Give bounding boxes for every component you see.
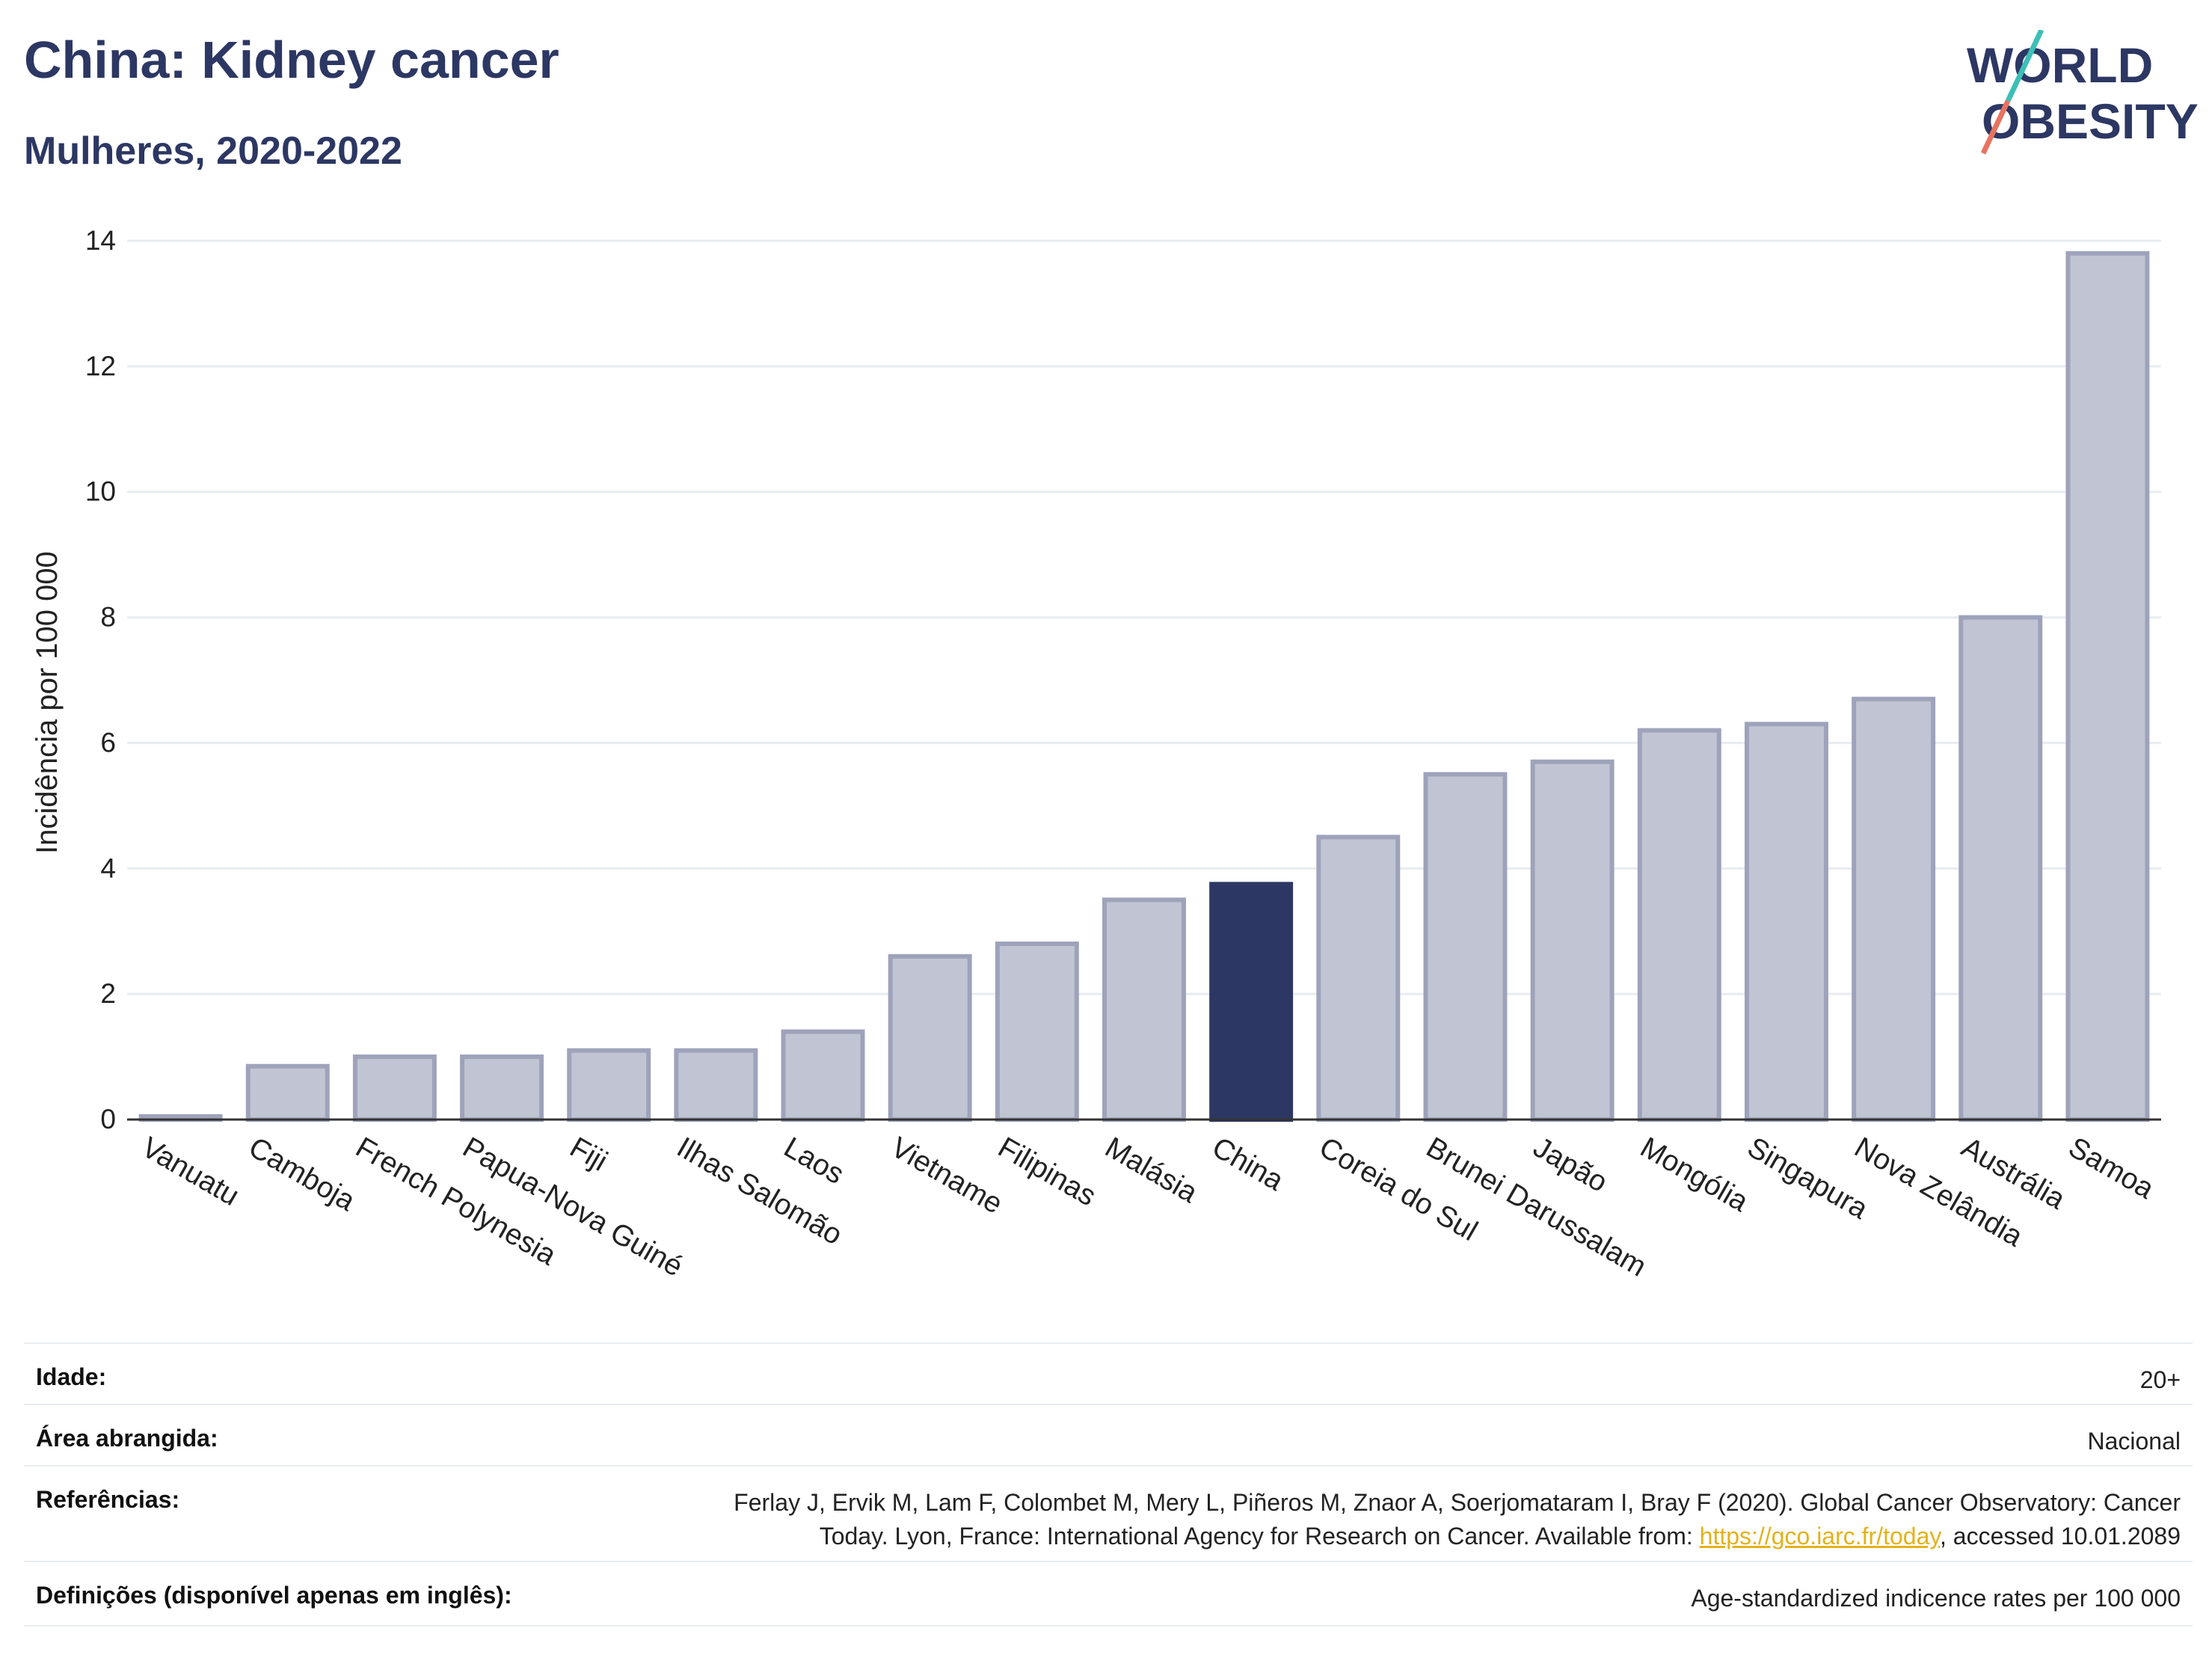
x-tick-label: Vietname bbox=[885, 1132, 1008, 1220]
refs-link[interactable]: https://gco.iarc.fr/today bbox=[1699, 1523, 1940, 1550]
bar bbox=[1423, 772, 1508, 1123]
bar bbox=[888, 954, 972, 1122]
meta-defs-value: Age-standardized indicence rates per 100… bbox=[1691, 1585, 2181, 1612]
y-tick-label: 14 bbox=[85, 225, 116, 256]
y-tick-label: 4 bbox=[100, 853, 116, 883]
bar bbox=[2065, 251, 2150, 1122]
x-tick-label: Camboja bbox=[243, 1132, 360, 1218]
x-tick-label: Vanuatu bbox=[136, 1132, 245, 1212]
bar bbox=[352, 1054, 437, 1122]
logo-line1: WORLD bbox=[1967, 37, 2153, 93]
x-tick-label: Mongólia bbox=[1635, 1132, 1754, 1219]
y-axis-title: Incidência por 100 000 bbox=[31, 551, 64, 854]
bar bbox=[1530, 759, 1615, 1122]
logo-line2: OBESITY bbox=[1982, 93, 2199, 149]
x-tick-label: China bbox=[1207, 1132, 1289, 1197]
x-tick-label: Samoa bbox=[2063, 1132, 2160, 1206]
meta-age-label: Idade: bbox=[36, 1363, 107, 1390]
bar bbox=[995, 942, 1079, 1122]
x-tick-label: Fiji bbox=[565, 1132, 613, 1178]
page-subtitle: Mulheres, 2020-2022 bbox=[24, 129, 402, 173]
meta-row-age: Idade: 20+ bbox=[24, 1342, 2193, 1405]
x-tick-label: Singapura bbox=[1742, 1132, 1873, 1226]
bar bbox=[1852, 696, 1936, 1122]
meta-area-value: Nacional bbox=[2087, 1428, 2181, 1455]
meta-area-label: Área abrangida: bbox=[36, 1425, 218, 1452]
x-tick-label: Filipinas bbox=[992, 1132, 1101, 1213]
bar bbox=[1637, 728, 1721, 1122]
bar bbox=[1316, 835, 1401, 1122]
page-title: China: Kidney cancer bbox=[24, 31, 559, 89]
meta-refs-line2-post: , accessed 10.01.2089 bbox=[1939, 1523, 2181, 1550]
meta-row-references: Referências: Ferlay J, Ervik M, Lam F, C… bbox=[24, 1465, 2193, 1562]
meta-refs-line1: Ferlay J, Ervik M, Lam F, Colombet M, Me… bbox=[734, 1489, 2181, 1516]
meta-row-area: Área abrangida: Nacional bbox=[24, 1404, 2193, 1467]
world-obesity-logo: WORLD OBESITY bbox=[1967, 30, 2199, 155]
meta-row-definitions: Definições (disponível apenas em inglês)… bbox=[24, 1561, 2193, 1627]
x-tick-label: Laos bbox=[778, 1132, 850, 1191]
bar-chart: 0 2 4 6 8 10 12 14 Incidência por 100 000 Vanuatu… bbox=[31, 225, 2161, 1283]
meta-defs-label: Definições (disponível apenas em inglês)… bbox=[36, 1582, 512, 1609]
x-tick-label: French Polynesia bbox=[350, 1132, 562, 1272]
bar bbox=[1958, 615, 2043, 1122]
meta-refs-value: Ferlay J, Ervik M, Lam F, Colombet M, Me… bbox=[734, 1486, 2181, 1553]
bar bbox=[1102, 897, 1186, 1122]
y-tick-label: 6 bbox=[100, 727, 116, 758]
bar bbox=[1209, 882, 1294, 1123]
y-tick-label: 10 bbox=[85, 476, 116, 507]
meta-refs-line2: Today. Lyon, France: International Agenc… bbox=[734, 1520, 2181, 1553]
y-tick-label: 0 bbox=[100, 1104, 116, 1134]
logo-slash-coral bbox=[1980, 99, 2011, 155]
bar bbox=[460, 1054, 544, 1122]
y-tick-label: 8 bbox=[100, 602, 116, 633]
bar bbox=[781, 1029, 865, 1122]
y-tick-label: 2 bbox=[100, 978, 116, 1009]
meta-refs-line2-pre: Today. Lyon, France: International Agenc… bbox=[819, 1523, 1700, 1550]
y-tick-label: 12 bbox=[85, 351, 116, 381]
bar bbox=[245, 1063, 330, 1123]
x-tick-label: Japão bbox=[1528, 1132, 1613, 1199]
metadata-table: Idade: 20+ Área abrangida: Nacional Refe… bbox=[24, 1342, 2193, 1627]
meta-refs-label: Referências: bbox=[36, 1486, 180, 1513]
bar bbox=[1744, 722, 1828, 1122]
logo-slash-teal bbox=[2005, 30, 2044, 102]
bar bbox=[567, 1048, 651, 1123]
bar bbox=[674, 1048, 758, 1123]
x-tick-label: Malásia bbox=[1100, 1132, 1203, 1210]
meta-age-value: 20+ bbox=[2139, 1366, 2181, 1393]
